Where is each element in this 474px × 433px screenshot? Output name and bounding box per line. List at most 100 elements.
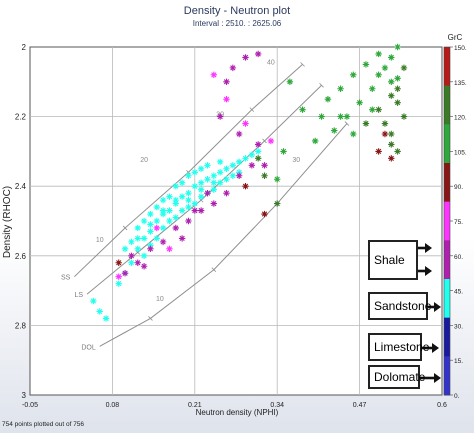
data-point — [121, 270, 129, 277]
data-point — [261, 172, 268, 179]
data-point — [216, 179, 224, 186]
data-point — [388, 78, 395, 85]
lithology-label-ss: SS — [61, 275, 71, 282]
y-tick-label: 2.6 — [15, 252, 27, 261]
data-point — [140, 263, 148, 270]
data-point — [312, 137, 319, 145]
data-point — [235, 158, 243, 166]
data-point — [299, 106, 306, 113]
data-point — [210, 71, 218, 79]
data-point — [147, 242, 154, 249]
data-point — [191, 183, 198, 190]
color-scale: 150. 135. 120. 105. 90. 75. 60. 45. 30. 15. 0. — [443, 45, 467, 400]
data-point — [261, 162, 268, 169]
data-point — [223, 189, 230, 197]
data-point — [369, 85, 376, 92]
data-point — [185, 217, 192, 225]
data-point — [134, 235, 141, 242]
annotation-arrow-head — [434, 373, 441, 383]
data-point — [400, 64, 408, 72]
data-point — [172, 200, 179, 207]
data-point — [178, 235, 186, 242]
data-point — [185, 196, 192, 204]
data-point — [159, 210, 167, 218]
color-scale-segment — [444, 240, 450, 280]
data-point — [159, 207, 167, 214]
lithology-label-dol: DOL — [81, 344, 96, 351]
data-point — [147, 228, 154, 235]
color-scale-segment — [444, 47, 450, 87]
data-point — [191, 200, 198, 207]
lithology-tick — [186, 169, 191, 175]
data-point — [350, 71, 357, 79]
data-point — [223, 78, 230, 85]
color-scale-tick-label: 105. — [454, 149, 467, 156]
x-tick-labels: -0.05 0.08 0.21 0.34 0.47 0.6 — [22, 402, 447, 409]
color-scale-tick-label: 75. — [454, 219, 463, 226]
data-point — [204, 189, 211, 197]
data-point — [242, 120, 249, 127]
annotation-shale: Shale — [368, 240, 418, 280]
color-scale-tick-label: 0. — [454, 393, 460, 400]
y-tick-label: 3 — [22, 391, 27, 400]
color-scale-segment — [444, 124, 450, 164]
data-point — [388, 92, 395, 99]
data-point — [356, 99, 363, 106]
data-point — [343, 113, 351, 120]
data-point — [216, 158, 224, 166]
data-point — [121, 245, 129, 253]
lithology-tick — [198, 197, 204, 203]
data-point — [254, 141, 262, 148]
data-point — [159, 224, 167, 232]
data-point — [381, 64, 389, 72]
data-point — [197, 186, 205, 193]
data-point — [134, 259, 141, 266]
annotation-arrows — [418, 243, 441, 383]
lithology-tick — [122, 225, 128, 231]
data-point — [223, 176, 230, 183]
y-tick-label: 2.8 — [15, 321, 27, 330]
data-point — [381, 130, 389, 138]
data-point — [159, 196, 167, 204]
data-point — [248, 151, 256, 159]
data-point — [204, 162, 211, 169]
lithology-tick — [135, 250, 141, 255]
annotation-sandstone-label: Sandstone — [374, 299, 432, 313]
data-point — [381, 120, 389, 127]
data-point — [115, 273, 122, 280]
data-point — [172, 183, 179, 190]
data-point — [134, 224, 141, 232]
x-tick-label: 0.21 — [188, 402, 202, 409]
data-point — [375, 71, 382, 79]
data-point — [235, 130, 243, 138]
y-tick-labels: 2 2.2 2.4 2.6 2.8 3 — [15, 43, 27, 400]
color-scale-tick-label: 120. — [454, 115, 467, 122]
data-point — [197, 179, 205, 186]
data-point — [254, 155, 262, 162]
color-scale-tick-label: 135. — [454, 80, 467, 87]
data-point — [267, 137, 275, 145]
data-point — [350, 130, 357, 138]
porosity-label: 30 — [292, 157, 300, 164]
data-point — [362, 61, 370, 68]
annotation-dolomate: Dolomate — [368, 365, 425, 389]
data-point — [210, 200, 218, 207]
x-axis-label: Neutron density (NPHI) — [196, 408, 279, 417]
data-point — [242, 183, 249, 190]
lithology-label-ls: LS — [74, 292, 83, 299]
annotation-arrow-head — [434, 302, 441, 312]
data-points — [90, 43, 408, 322]
data-point — [362, 120, 370, 127]
data-point — [254, 148, 262, 155]
data-point — [102, 315, 110, 322]
data-point — [178, 179, 186, 186]
colorbar-title: GrC — [448, 33, 463, 42]
data-point — [324, 96, 332, 103]
color-scale-segment — [444, 201, 450, 241]
data-point — [388, 54, 395, 61]
x-tick-label: 0.6 — [437, 402, 447, 409]
lithology-tick — [319, 82, 324, 88]
color-scale-tick-label: 60. — [454, 254, 463, 261]
data-point — [394, 43, 401, 51]
